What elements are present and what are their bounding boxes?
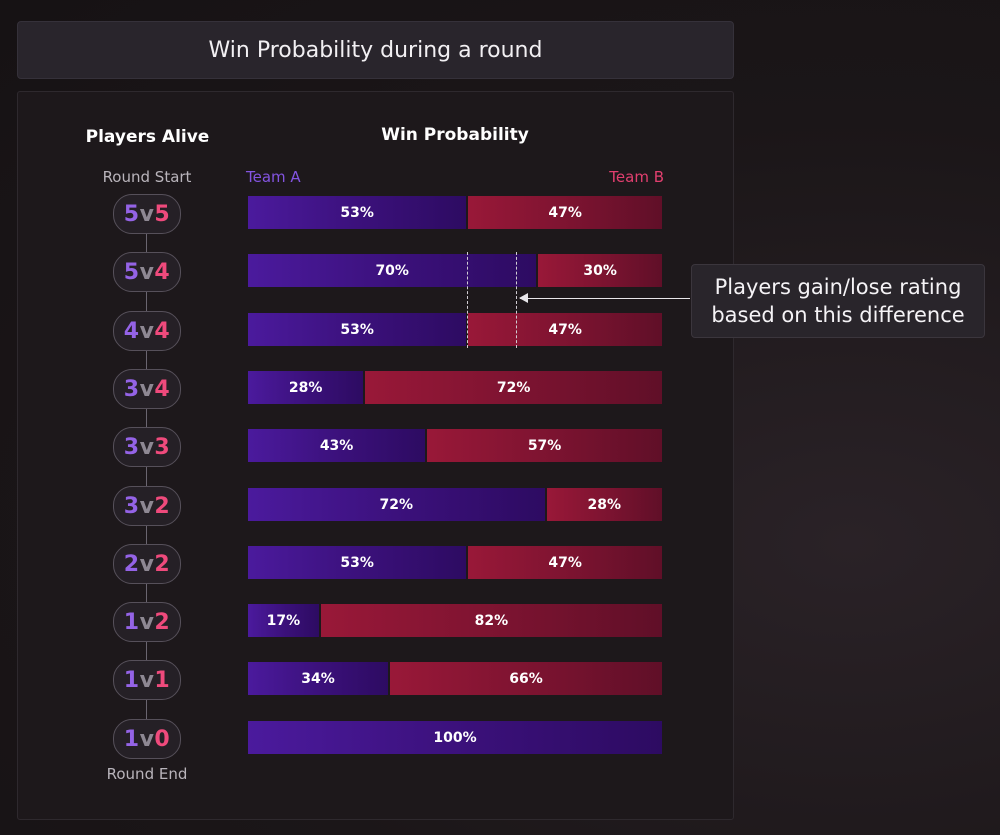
- team-a-segment: 72%: [248, 488, 545, 521]
- probability-bar: 72% 28%: [248, 488, 662, 521]
- team-a-count: 3: [123, 493, 140, 519]
- team-a-count: 1: [123, 726, 140, 752]
- team-b-segment: 28%: [546, 488, 662, 521]
- versus-letter: v: [139, 551, 155, 577]
- segment-divider: [536, 254, 539, 287]
- callout-line-2: based on this difference: [711, 303, 965, 327]
- team-b-segment: 30%: [538, 254, 662, 287]
- chart-title: Win Probability during a round: [17, 21, 734, 79]
- team-a-count: 1: [123, 667, 140, 693]
- segment-divider: [544, 488, 547, 521]
- team-b-segment: 82%: [320, 604, 662, 637]
- difference-marker-start: [467, 252, 468, 348]
- team-a-segment: 17%: [248, 604, 319, 637]
- team-a-segment: 53%: [248, 196, 467, 229]
- callout-line-1: Players gain/lose rating: [714, 275, 962, 299]
- segment-divider: [363, 371, 366, 404]
- versus-letter: v: [139, 434, 155, 460]
- segment-divider: [466, 196, 469, 229]
- team-b-count: 2: [154, 551, 171, 577]
- team-b-count: 4: [154, 259, 171, 285]
- probability-bar: 53% 47%: [248, 313, 662, 346]
- team-a-segment: 34%: [248, 662, 389, 695]
- segment-divider: [425, 429, 428, 462]
- versus-letter: v: [139, 493, 155, 519]
- team-b-segment: 66%: [390, 662, 662, 695]
- team-a-count: 5: [123, 259, 140, 285]
- team-a-segment: 28%: [248, 371, 364, 404]
- team-b-count: 2: [154, 609, 171, 635]
- team-a-segment: 70%: [248, 254, 537, 287]
- team-b-segment: 72%: [365, 371, 662, 404]
- round-start-label: Round Start: [102, 168, 192, 186]
- team-b-count: 4: [154, 376, 171, 402]
- team-a-count: 2: [123, 551, 140, 577]
- team-a-count: 4: [123, 318, 140, 344]
- probability-bar: 34% 66%: [248, 662, 662, 695]
- probability-bar: 53% 47%: [248, 196, 662, 229]
- probability-bar: 70% 30%: [248, 254, 662, 287]
- probability-bar: 17% 82%: [248, 604, 662, 637]
- team-a-segment: 100%: [248, 721, 662, 754]
- players-alive-header: Players Alive: [85, 127, 210, 147]
- callout-arrow-line: [520, 298, 690, 299]
- win-probability-header: Win Probability: [381, 125, 529, 145]
- segment-divider: [318, 604, 321, 637]
- probability-bar: 43% 57%: [248, 429, 662, 462]
- team-a-segment: 43%: [248, 429, 426, 462]
- team-a-segment: 53%: [248, 546, 467, 579]
- probability-bar: 53% 47%: [248, 546, 662, 579]
- round-timeline-connector: [146, 214, 147, 739]
- team-b-count: 2: [154, 493, 171, 519]
- callout-arrow-icon: [519, 293, 528, 303]
- team-b-segment: 57%: [427, 429, 662, 462]
- team-a-count: 3: [123, 376, 140, 402]
- difference-callout: Players gain/lose rating based on this d…: [691, 264, 985, 338]
- team-b-count: 4: [154, 318, 171, 344]
- team-b-count: 1: [154, 667, 171, 693]
- team-b-count: 5: [154, 201, 171, 227]
- team-a-segment: 53%: [248, 313, 467, 346]
- versus-letter: v: [139, 201, 155, 227]
- segment-divider: [388, 662, 391, 695]
- versus-letter: v: [139, 667, 155, 693]
- probability-bar: 28% 72%: [248, 371, 662, 404]
- team-b-count: 0: [154, 726, 171, 752]
- segment-divider: [466, 546, 469, 579]
- team-a-count: 1: [123, 609, 140, 635]
- versus-letter: v: [139, 726, 155, 752]
- team-a-count: 3: [123, 434, 140, 460]
- versus-letter: v: [139, 259, 155, 285]
- difference-marker-end: [516, 252, 517, 348]
- versus-letter: v: [139, 376, 155, 402]
- team-a-label: Team A: [246, 168, 301, 186]
- team-a-count: 5: [123, 201, 140, 227]
- team-b-label: Team B: [609, 168, 664, 186]
- versus-letter: v: [139, 609, 155, 635]
- team-b-count: 3: [154, 434, 171, 460]
- team-b-segment: 47%: [468, 196, 662, 229]
- round-end-label: Round End: [106, 765, 188, 783]
- team-b-segment: 47%: [468, 546, 662, 579]
- team-b-segment: 47%: [468, 313, 662, 346]
- probability-bar: 100%: [248, 721, 662, 754]
- versus-letter: v: [139, 318, 155, 344]
